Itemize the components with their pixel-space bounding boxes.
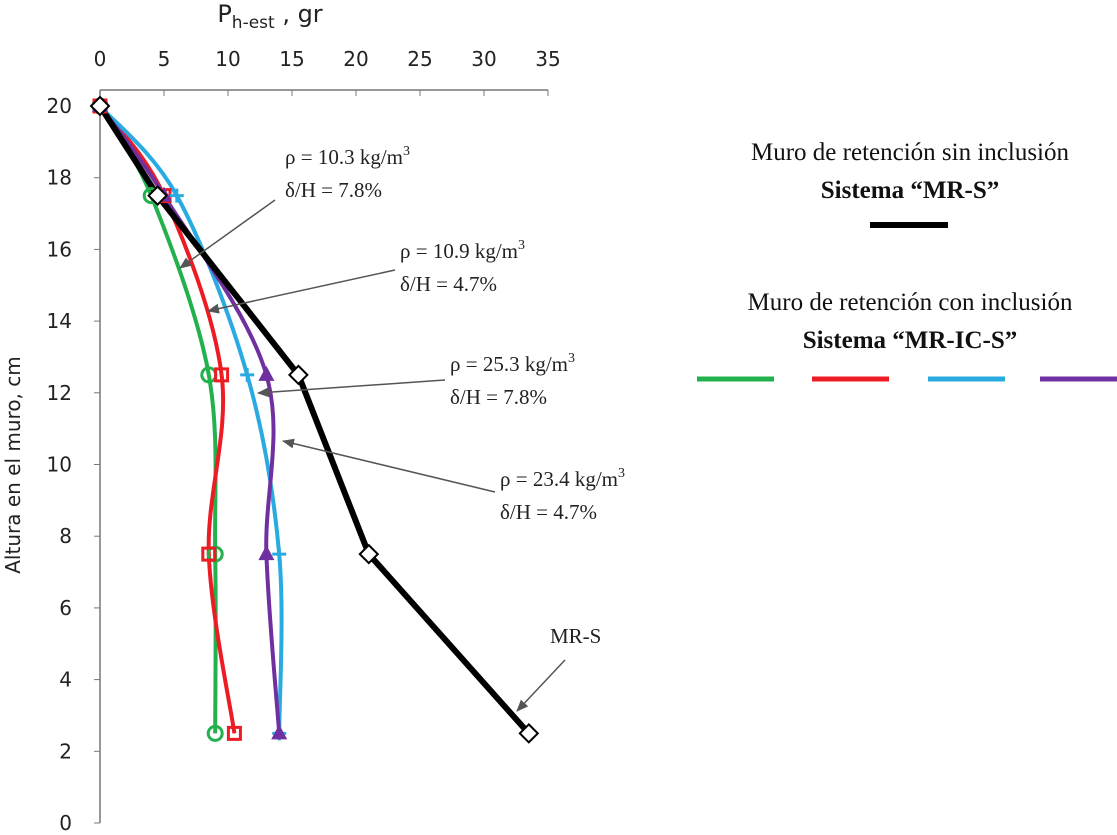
marker [206, 724, 224, 742]
annotation-text: ρ = 10.9 kg/m [400, 239, 518, 263]
annotation: ρ = 10.9 kg/m3 [400, 238, 525, 263]
annotation: ρ = 10.3 kg/m3 [285, 144, 410, 169]
y-tick-label: 10 [47, 453, 72, 477]
y-tick-label: 14 [47, 309, 72, 333]
annotation-text: ρ = 25.3 kg/m [450, 352, 568, 376]
y-axis-title: Altura en el muro, cm [1, 356, 25, 574]
marker [258, 365, 275, 381]
x-tick-label: 25 [407, 47, 432, 71]
y-tick-label: 6 [59, 596, 72, 620]
y-tick-label: 8 [59, 524, 72, 548]
legend-subtext: Sistema “MR-IC-S” [803, 327, 1018, 354]
annotation-line2: δ/H = 4.7% [400, 272, 497, 296]
marker [287, 364, 309, 386]
marker [240, 367, 255, 382]
x-tick-label: 20 [343, 47, 368, 71]
annotation-text: ρ = 23.4 kg/m [500, 467, 618, 491]
marker [258, 545, 275, 561]
legend-text: Muro de retención sin inclusión [751, 139, 1069, 166]
y-tick-label: 16 [47, 237, 72, 261]
y-tick-label: 2 [59, 739, 72, 763]
marker [169, 188, 184, 203]
series-line [98, 104, 282, 734]
y-tick-label: 18 [47, 166, 72, 190]
x-tick-label: 30 [471, 47, 496, 71]
series-line [98, 104, 284, 734]
x-tick-label: 15 [279, 47, 304, 71]
x-tick-label: 0 [94, 47, 107, 71]
y-tick-label: 12 [47, 381, 72, 405]
annotation-arrow [207, 269, 396, 314]
annotation: ρ = 23.4 kg/m3 [500, 466, 625, 491]
annotation-line2: δ/H = 4.7% [500, 500, 597, 524]
annotation-sup: 3 [618, 466, 625, 481]
marker [272, 547, 287, 562]
x-tick-label: 5 [158, 47, 171, 71]
y-tick-label: 4 [59, 668, 72, 692]
legend-subtext: Sistema “MR-S” [821, 177, 999, 204]
annotation-sup: 3 [403, 144, 410, 159]
marker [89, 95, 111, 117]
y-tick-label: 0 [59, 811, 72, 835]
annotation-arrow [516, 659, 566, 712]
marker [226, 725, 242, 741]
annotation-line2: δ/H = 7.8% [285, 178, 382, 202]
marker [358, 543, 380, 565]
x-axis-title: Ph-est , gr [217, 0, 322, 33]
annotation-arrow [257, 379, 446, 398]
x-tick-label: 35 [535, 47, 560, 71]
marker [147, 185, 169, 207]
annotation-text: MR-S [550, 624, 601, 648]
marker [214, 367, 230, 383]
legend-text: Muro de retención con inclusión [748, 289, 1073, 316]
annotation-sup: 3 [568, 351, 575, 366]
annotation-sup: 3 [518, 238, 525, 253]
marker [201, 546, 217, 562]
marker [518, 722, 540, 744]
annotation-text: ρ = 10.3 kg/m [285, 145, 403, 169]
annotation-line2: δ/H = 7.8% [450, 385, 547, 409]
annotation-arrow [179, 199, 276, 269]
annotation: ρ = 25.3 kg/m3 [450, 351, 575, 376]
annotation: MR-S [550, 624, 601, 648]
marker [271, 724, 288, 740]
x-tick-label: 10 [215, 47, 240, 71]
y-tick-label: 20 [47, 94, 72, 118]
annotation-arrow [282, 438, 496, 493]
